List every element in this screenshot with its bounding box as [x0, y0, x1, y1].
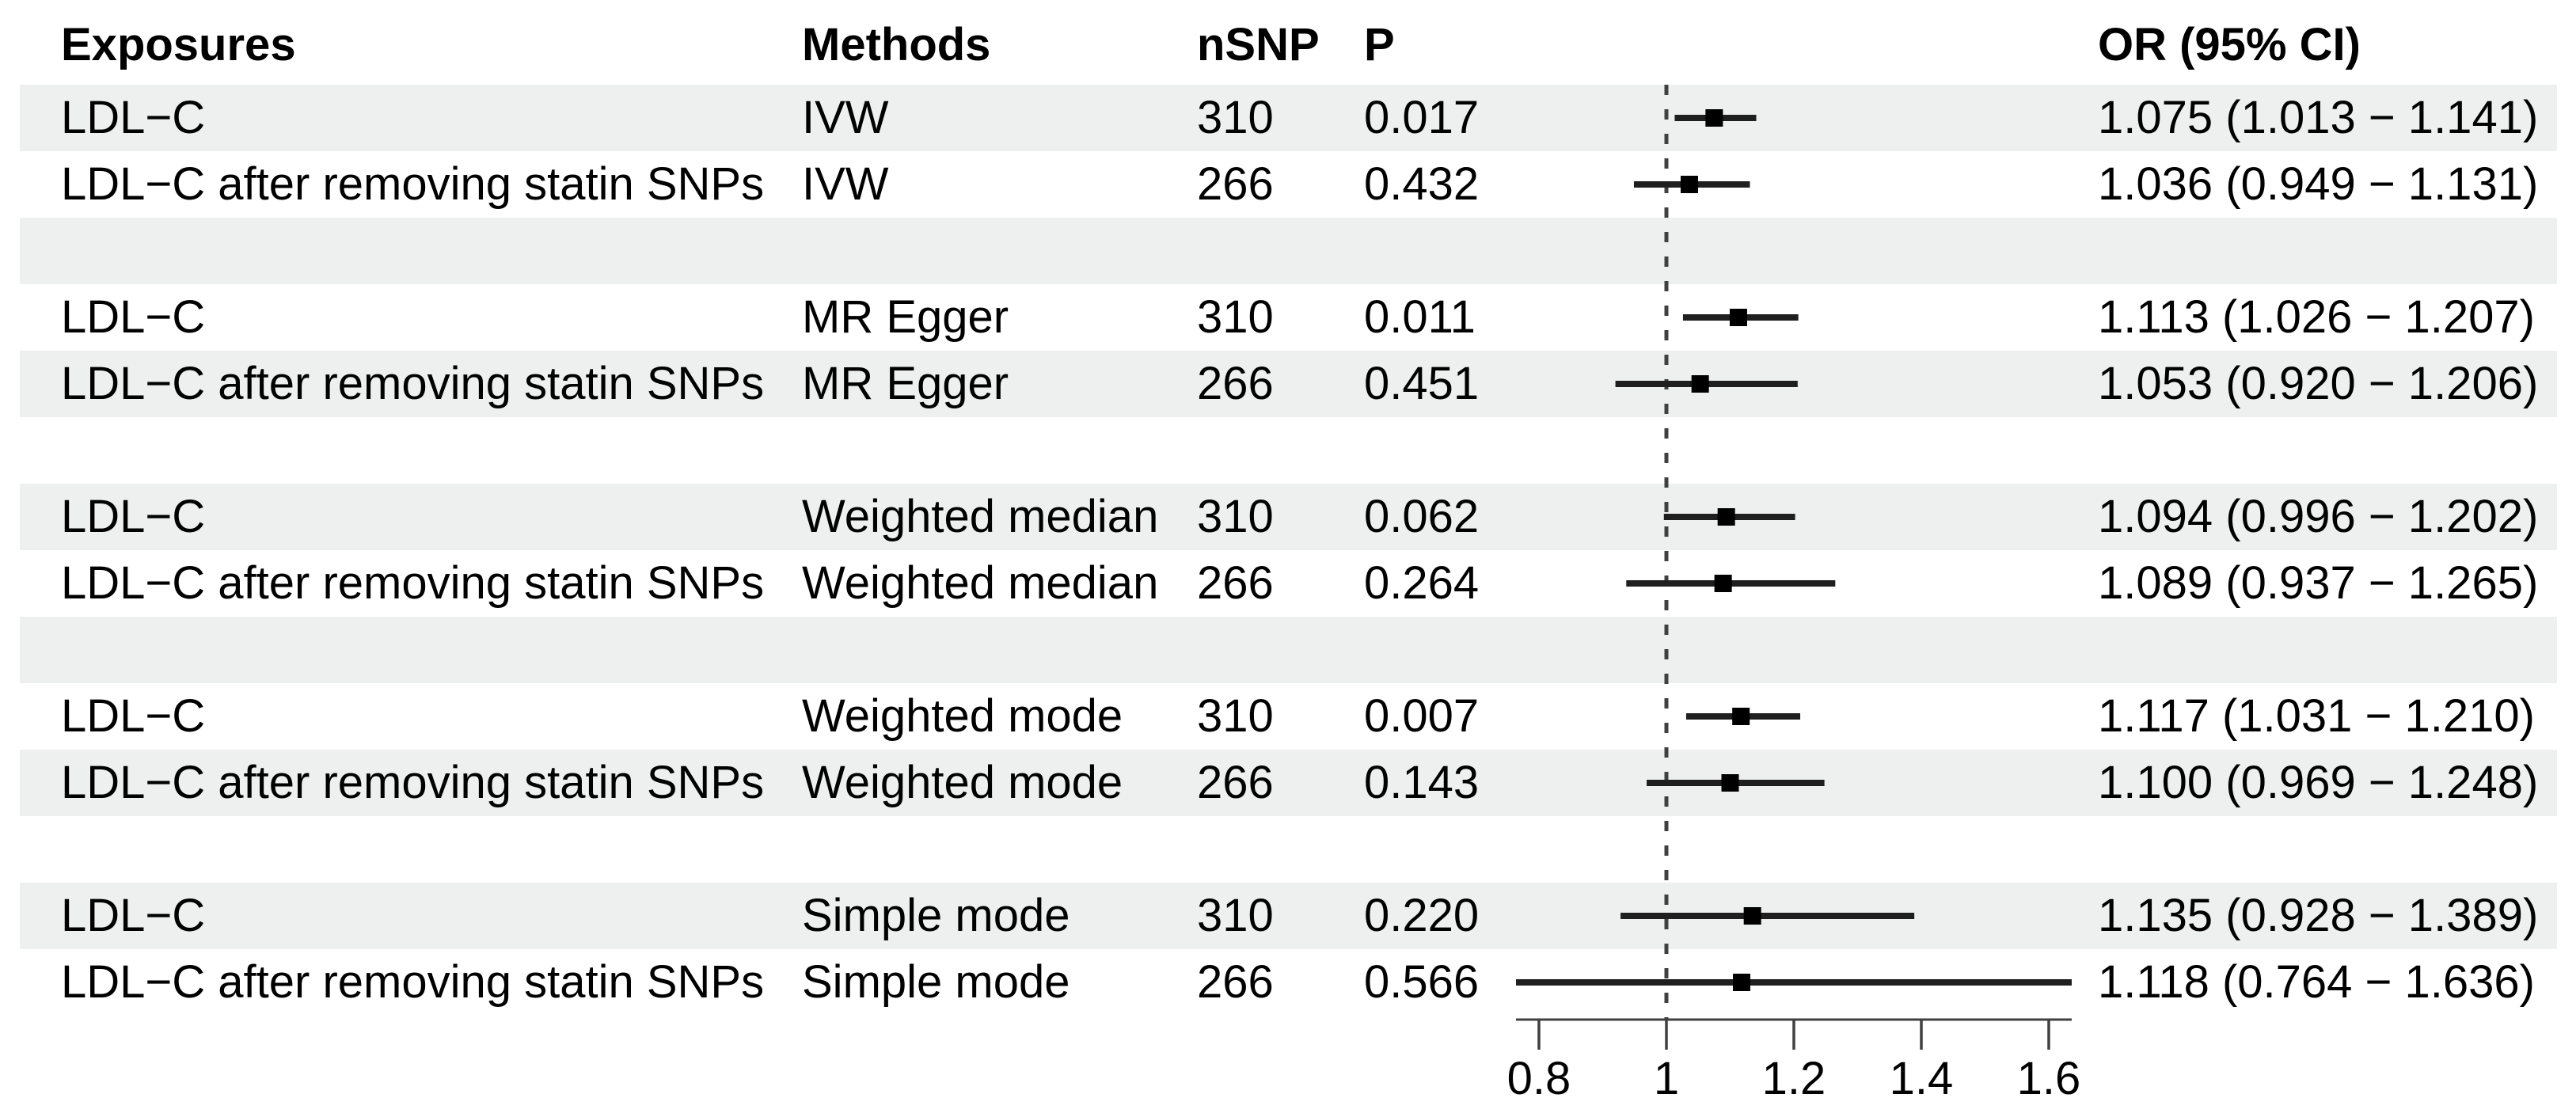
table-row-stripe [20, 750, 2557, 816]
or-ci-cell: 1.094 (0.996 − 1.202) [2098, 491, 2539, 542]
exposure-cell: LDL−C [61, 291, 206, 343]
col-header-nsnp: nSNP [1197, 19, 1320, 70]
or-ci-cell: 1.113 (1.026 − 1.207) [2098, 291, 2535, 343]
method-cell: Weighted median [802, 491, 1159, 542]
col-header-p: P [1364, 19, 1395, 70]
spacer-row-stripe [20, 617, 2557, 683]
or-marker [1743, 907, 1761, 925]
or-marker [1680, 176, 1698, 193]
col-header-exposures: Exposures [61, 19, 296, 70]
p-value-cell: 0.011 [1364, 291, 1476, 343]
or-ci-cell: 1.089 (0.937 − 1.265) [2098, 557, 2539, 609]
or-ci-cell: 1.135 (0.928 − 1.389) [2098, 890, 2539, 941]
nsnp-cell: 310 [1197, 491, 1274, 542]
axis-tick-label: 1.4 [1890, 1053, 1954, 1104]
axis-tick-label: 1.2 [1762, 1053, 1826, 1104]
p-value-cell: 0.007 [1364, 690, 1480, 742]
p-value-cell: 0.432 [1364, 158, 1480, 210]
table-row-stripe [20, 85, 2557, 151]
nsnp-cell: 310 [1197, 890, 1274, 941]
p-value-cell: 0.017 [1364, 92, 1480, 143]
method-cell: Weighted median [802, 557, 1159, 609]
method-cell: Weighted mode [802, 757, 1123, 808]
table-row-stripe [20, 484, 2557, 550]
exposure-cell: LDL−C after removing statin SNPs [61, 358, 765, 409]
axis-tick-label: 1.6 [2017, 1053, 2081, 1104]
or-marker [1714, 575, 1732, 592]
table-row-stripe [20, 351, 2557, 417]
or-marker [1732, 708, 1750, 725]
or-ci-cell: 1.075 (1.013 − 1.141) [2098, 92, 2539, 143]
p-value-cell: 0.451 [1364, 358, 1480, 409]
exposure-cell: LDL−C [61, 92, 206, 143]
method-cell: IVW [802, 92, 889, 143]
or-marker [1691, 375, 1709, 393]
p-value-cell: 0.143 [1364, 757, 1480, 808]
nsnp-cell: 310 [1197, 291, 1274, 343]
nsnp-cell: 266 [1197, 956, 1274, 1008]
or-marker [1732, 974, 1750, 991]
axis-tick-label: 0.8 [1507, 1053, 1571, 1104]
axis-tick-label: 1 [1654, 1053, 1679, 1104]
spacer-row-stripe [20, 218, 2557, 284]
or-marker [1717, 508, 1735, 526]
nsnp-cell: 266 [1197, 557, 1274, 609]
exposure-cell: LDL−C [61, 890, 206, 941]
p-value-cell: 0.062 [1364, 491, 1480, 542]
nsnp-cell: 266 [1197, 757, 1274, 808]
col-header-or-ci: OR (95% CI) [2098, 19, 2361, 70]
exposure-cell: LDL−C [61, 690, 206, 742]
method-cell: Simple mode [802, 890, 1070, 941]
col-header-methods: Methods [802, 19, 991, 70]
or-marker [1705, 109, 1723, 127]
nsnp-cell: 266 [1197, 358, 1274, 409]
method-cell: MR Egger [802, 358, 1009, 409]
or-marker [1729, 309, 1747, 326]
or-ci-cell: 1.053 (0.920 − 1.206) [2098, 358, 2539, 409]
exposure-cell: LDL−C [61, 491, 206, 542]
or-ci-cell: 1.036 (0.949 − 1.131) [2098, 158, 2539, 210]
method-cell: Weighted mode [802, 690, 1123, 742]
exposure-cell: LDL−C after removing statin SNPs [61, 158, 765, 210]
exposure-cell: LDL−C after removing statin SNPs [61, 557, 765, 609]
or-ci-cell: 1.117 (1.031 − 1.210) [2098, 690, 2535, 742]
p-value-cell: 0.220 [1364, 890, 1480, 941]
table-row-stripe [20, 883, 2557, 949]
exposure-cell: LDL−C after removing statin SNPs [61, 956, 765, 1008]
p-value-cell: 0.264 [1364, 557, 1480, 609]
method-cell: MR Egger [802, 291, 1009, 343]
or-ci-cell: 1.100 (0.969 − 1.248) [2098, 757, 2539, 808]
nsnp-cell: 310 [1197, 690, 1274, 742]
or-ci-cell: 1.118 (0.764 − 1.636) [2098, 956, 2535, 1008]
nsnp-cell: 310 [1197, 92, 1274, 143]
method-cell: IVW [802, 158, 889, 210]
exposure-cell: LDL−C after removing statin SNPs [61, 757, 765, 808]
or-marker [1721, 774, 1739, 792]
method-cell: Simple mode [802, 956, 1070, 1008]
p-value-cell: 0.566 [1364, 956, 1480, 1008]
nsnp-cell: 266 [1197, 158, 1274, 210]
